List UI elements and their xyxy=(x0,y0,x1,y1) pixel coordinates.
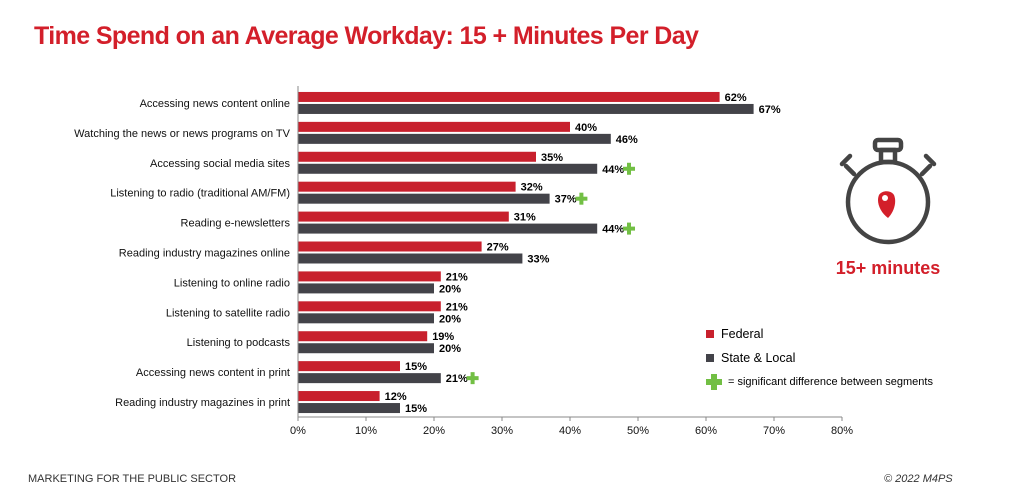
bar-federal xyxy=(298,361,400,372)
category-label: Accessing news content in print xyxy=(136,367,290,379)
x-tick-label: 50% xyxy=(627,425,649,437)
category-label: Listening to satellite radio xyxy=(166,307,290,319)
data-label-federal: 40% xyxy=(575,122,597,134)
state-local-swatch xyxy=(706,354,714,362)
data-label-federal: 35% xyxy=(541,152,563,164)
legend-state-local-label: State & Local xyxy=(721,351,796,365)
legend-item-state-local: State & Local xyxy=(706,346,933,370)
bar-federal xyxy=(298,241,482,252)
data-label-federal: 31% xyxy=(514,212,536,224)
legend-item-federal: Federal xyxy=(706,322,933,346)
bar-state-local xyxy=(298,193,550,204)
bar-federal xyxy=(298,91,720,102)
x-tick-label: 10% xyxy=(355,425,377,437)
footer-right: © 2022 M4PS xyxy=(884,473,953,485)
data-label-state-local: 67% xyxy=(759,104,781,116)
category-label: Listening to radio (traditional AM/FM) xyxy=(110,188,290,200)
data-label-federal: 32% xyxy=(521,182,543,194)
category-label: Reading e-newsletters xyxy=(181,218,291,230)
data-label-state-local: 44% xyxy=(602,164,624,176)
legend-significant-label: = significant difference between segment… xyxy=(728,376,933,388)
data-label-federal: 12% xyxy=(385,391,407,403)
bar-state-local xyxy=(298,313,434,324)
minutes-label: 15+ minutes xyxy=(835,258,941,278)
bar-state-local xyxy=(298,343,434,354)
category-label: Accessing social media sites xyxy=(150,158,291,170)
bar-federal xyxy=(298,301,441,312)
x-tick-label: 70% xyxy=(763,425,785,437)
category-label: Reading industry magazines in print xyxy=(115,397,290,409)
legend-item-significant: = significant difference between segment… xyxy=(706,370,933,394)
category-label: Listening to online radio xyxy=(174,277,290,289)
data-label-federal: 15% xyxy=(405,361,427,373)
bar-state-local xyxy=(298,403,400,414)
bar-federal xyxy=(298,331,428,342)
data-label-state-local: 33% xyxy=(527,254,549,266)
x-tick-label: 0% xyxy=(290,425,306,437)
data-label-federal: 21% xyxy=(446,271,468,283)
x-tick-label: 30% xyxy=(491,425,513,437)
significance-plus-icon xyxy=(623,222,635,235)
bar-federal xyxy=(298,181,516,192)
x-tick-label: 40% xyxy=(559,425,581,437)
bar-federal xyxy=(298,271,441,282)
data-label-state-local: 20% xyxy=(439,343,461,355)
x-tick-label: 60% xyxy=(695,425,717,437)
data-label-federal: 62% xyxy=(725,92,747,104)
bar-federal xyxy=(298,391,380,402)
bar-state-local xyxy=(298,133,611,144)
bar-state-local xyxy=(298,223,598,234)
data-label-federal: 19% xyxy=(432,331,454,343)
significance-plus-icon xyxy=(623,162,635,175)
bar-federal xyxy=(298,211,509,222)
bar-federal xyxy=(298,151,536,162)
data-label-state-local: 37% xyxy=(555,194,577,206)
bar-state-local xyxy=(298,163,598,174)
category-label: Reading industry magazines online xyxy=(119,248,290,260)
data-label-state-local: 44% xyxy=(602,224,624,236)
bar-state-local xyxy=(298,373,441,384)
data-label-federal: 27% xyxy=(487,242,509,254)
data-label-state-local: 20% xyxy=(439,313,461,325)
x-tick-label: 80% xyxy=(831,425,853,437)
category-label: Accessing news content online xyxy=(140,98,290,110)
chart-title: Time Spend on an Average Workday: 15 + M… xyxy=(34,22,699,50)
data-label-state-local: 21% xyxy=(446,373,468,385)
data-label-state-local: 20% xyxy=(439,283,461,295)
x-tick-label: 20% xyxy=(423,425,445,437)
legend-federal-label: Federal xyxy=(721,327,764,341)
bar-state-local xyxy=(298,283,434,294)
plus-icon xyxy=(706,374,722,390)
category-label: Watching the news or news programs on TV xyxy=(74,128,290,140)
data-label-state-local: 46% xyxy=(616,134,638,146)
bar-federal xyxy=(298,121,570,132)
federal-swatch xyxy=(706,330,714,338)
bar-state-local xyxy=(298,103,754,114)
footer-left: MARKETING FOR THE PUBLIC SECTOR xyxy=(28,473,237,485)
significance-plus-icon xyxy=(575,192,588,205)
data-label-state-local: 15% xyxy=(405,403,427,415)
stopwatch-icon xyxy=(839,137,937,245)
category-label: Listening to podcasts xyxy=(187,337,291,349)
significance-plus-icon xyxy=(466,372,479,385)
legend: Federal State & Local = significant diff… xyxy=(706,322,933,394)
data-label-federal: 21% xyxy=(446,301,468,313)
bar-state-local xyxy=(298,253,523,264)
